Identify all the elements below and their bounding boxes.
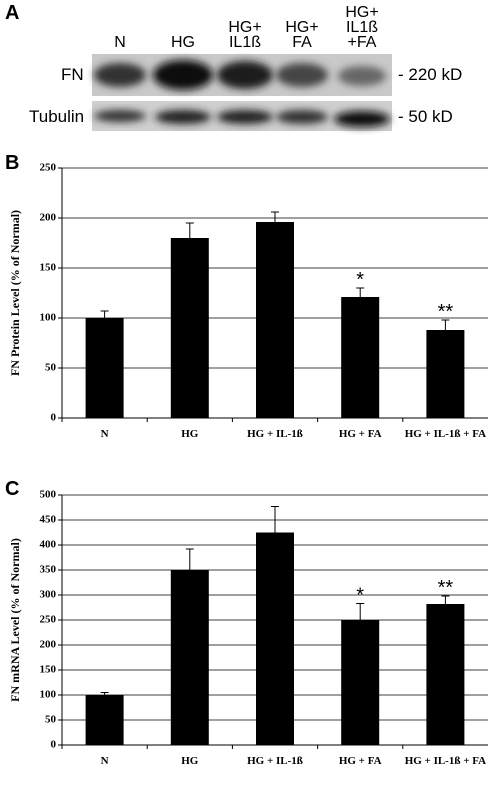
panel-label: B [5, 152, 20, 174]
bar [170, 570, 209, 745]
error-bar [356, 287, 365, 297]
y-tick-label: 200 [40, 212, 57, 224]
x-tick-label: HG + IL-1ß + FA [404, 755, 487, 767]
y-axis-label: FN mRNA Level (% of Normal) [8, 538, 22, 702]
error-bar [271, 506, 279, 533]
error-bar [441, 319, 450, 330]
row-size: - 220 kD [398, 65, 463, 84]
x-tick-label: N [100, 428, 109, 440]
y-tick-label: 50 [45, 714, 57, 726]
x-tick-label: HG + IL-1ß [247, 428, 303, 440]
y-tick-label: 500 [40, 489, 57, 501]
x-tick-label: HG + IL-1ß + FA [404, 428, 487, 440]
error-bar [185, 548, 194, 570]
y-tick-label: 400 [40, 539, 57, 551]
bar [426, 604, 465, 745]
bar [341, 620, 380, 745]
lane-label: HG+ IL1ß [228, 19, 262, 51]
x-tick-label: HG + IL-1ß [247, 755, 303, 767]
bar [256, 222, 294, 418]
y-tick-label: 50 [45, 362, 57, 374]
y-tick-label: 250 [40, 614, 57, 626]
significance-mark: ** [438, 577, 454, 599]
y-tick-label: 200 [40, 639, 57, 651]
error-bar [100, 692, 109, 695]
lane-label: N [114, 34, 126, 51]
error-bar [185, 222, 194, 238]
y-tick-label: 100 [40, 312, 57, 324]
y-tick-label: 250 [40, 162, 57, 174]
y-tick-label: 0 [51, 412, 57, 424]
lane-label: HG [171, 34, 195, 51]
row-name: Tubulin [29, 107, 85, 126]
panel-label: C [5, 478, 20, 500]
significance-mark: * [356, 269, 364, 291]
y-tick-label: 450 [40, 514, 57, 526]
x-tick-label: HG + FA [338, 428, 382, 440]
error-bar [441, 595, 450, 604]
x-tick-label: HG [181, 755, 199, 767]
lane-label: HG+ FA [285, 19, 319, 51]
bar [85, 695, 124, 745]
y-axis-label: FN Protein Level (% of Normal) [8, 210, 22, 376]
significance-mark: ** [438, 301, 454, 323]
error-bar [100, 310, 109, 318]
panel-label: A [5, 2, 20, 24]
error-bar [356, 603, 365, 620]
blot-tubulin [92, 101, 392, 131]
blot-fn [92, 54, 392, 96]
y-tick-label: 100 [40, 689, 57, 701]
x-tick-label: N [100, 755, 109, 767]
lane-label: HG+ IL1ß +FA [345, 4, 379, 51]
bar [256, 532, 294, 745]
row-name: FN [61, 65, 84, 84]
x-tick-label: HG + FA [338, 755, 382, 767]
y-tick-label: 350 [40, 564, 57, 576]
error-bar [271, 211, 279, 222]
significance-mark: * [356, 585, 364, 607]
y-tick-label: 150 [40, 262, 57, 274]
bar [426, 330, 465, 418]
bar [170, 238, 209, 418]
x-tick-label: HG [181, 428, 199, 440]
bar [341, 297, 380, 418]
y-tick-label: 300 [40, 589, 57, 601]
y-tick-label: 0 [51, 739, 57, 751]
bar [85, 318, 124, 418]
y-tick-label: 150 [40, 664, 57, 676]
row-size: - 50 kD [398, 107, 453, 126]
